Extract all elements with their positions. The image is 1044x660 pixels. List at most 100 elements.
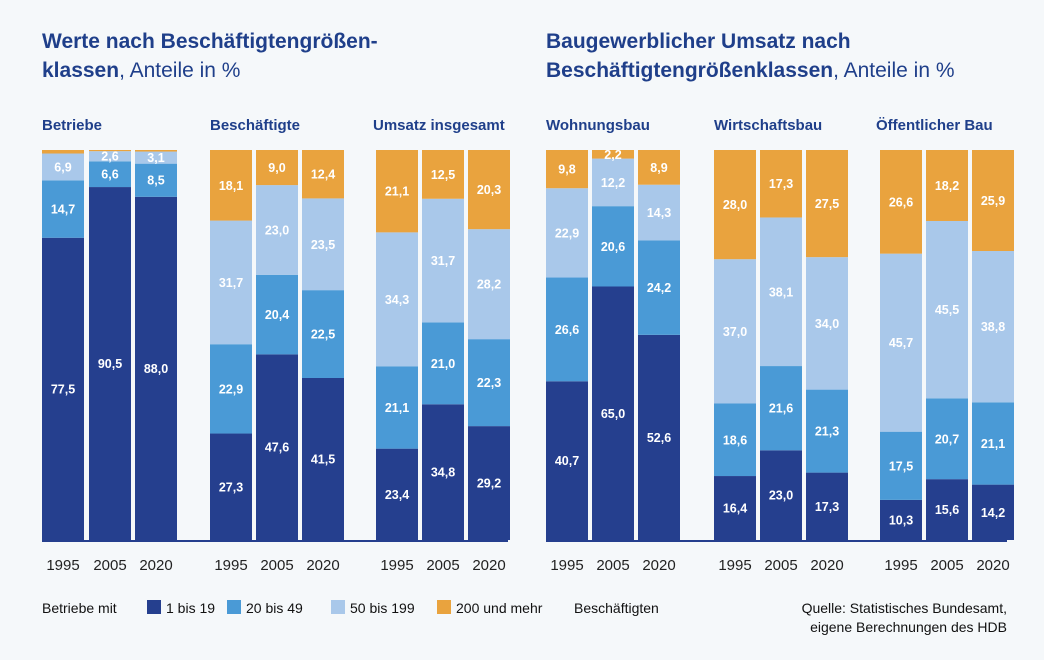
- bar-segment-label: 14,3: [647, 206, 671, 220]
- bar-segment-200-und-mehr: [376, 150, 418, 233]
- bar-segment-label: 28,2: [477, 278, 501, 292]
- bar-segment-50-bis-199: [256, 185, 298, 275]
- bar-segment-200-und-mehr: [546, 150, 588, 189]
- bar-segment-label: 9,0: [268, 161, 285, 175]
- year-label: 2020: [139, 557, 172, 574]
- bar-segment-label: 31,7: [219, 276, 243, 290]
- bar-segment-label: 10,3: [889, 513, 913, 527]
- bar-segment-1-bis-19: [880, 499, 922, 540]
- bar-segment-label: 38,8: [981, 320, 1005, 334]
- bar-segment-20-bis-49: [972, 402, 1014, 485]
- bar-segment-label: 37,0: [723, 325, 747, 339]
- bar-segment-200-und-mehr: [256, 150, 298, 186]
- bar-segment-label: 38,1: [769, 285, 793, 299]
- group-title-4: Wirtschaftsbau: [714, 117, 822, 134]
- panel-2-title-line-1: Baugewerblicher Umsatz nach: [546, 30, 851, 53]
- bar-segment-label: 16,4: [723, 502, 747, 516]
- legend-suffix: Beschäftigten: [574, 600, 659, 616]
- bar-segment-50-bis-199: [638, 184, 680, 241]
- year-label: 1995: [380, 557, 413, 574]
- panel-1-title-bold: klassen: [42, 59, 119, 82]
- bar-segment-200-und-mehr: [422, 150, 464, 199]
- group-title-3: Wohnungsbau: [546, 117, 650, 134]
- year-label: 1995: [214, 557, 247, 574]
- bar-segment-label: 22,3: [477, 376, 501, 390]
- bar-segment-label: 90,5: [98, 357, 122, 371]
- bar-segment-label: 8,9: [650, 161, 667, 175]
- bar-segment-label: 88,0: [144, 362, 168, 376]
- bar-segment-label: 25,9: [981, 194, 1005, 208]
- bar-segment-label: 17,3: [769, 177, 793, 191]
- source-line-2: eigene Berechnungen des HDB: [810, 619, 1007, 635]
- bar-segment-label: 14,7: [51, 203, 75, 217]
- bar-segment-label: 22,5: [311, 328, 335, 342]
- bar-segment-20-bis-49: [376, 366, 418, 449]
- bar-segment-label: 22,9: [555, 226, 579, 240]
- bar-segment-50-bis-199: [546, 188, 588, 278]
- panel-1-title-unit: , Anteile in %: [119, 59, 240, 82]
- bar-segment-1-bis-19: [760, 450, 802, 540]
- bar-segment-label: 23,0: [265, 223, 289, 237]
- bar-segment-label: 21,3: [815, 425, 839, 439]
- bar-segment-20-bis-49: [880, 431, 922, 500]
- bar-segment-20-bis-49: [546, 277, 588, 382]
- bar-segment-50-bis-199: [926, 220, 968, 399]
- bar-segment-1-bis-19: [972, 484, 1014, 540]
- bar-segment-20-bis-49: [42, 180, 84, 238]
- bar-segment-50-bis-199: [42, 153, 84, 181]
- bar-segment-label: 40,7: [555, 454, 579, 468]
- bar-segment-200-und-mehr: [468, 150, 510, 230]
- bar-segment-1-bis-19: [468, 426, 510, 540]
- year-label: 2005: [930, 557, 963, 574]
- legend-swatch-4: [437, 600, 451, 614]
- bar-segment-label: 29,2: [477, 477, 501, 491]
- bar-segment-200-und-mehr: [592, 150, 634, 159]
- bar-segment-200-und-mehr: [880, 150, 922, 254]
- bars-layer: Betriebe 77,5 14,7 6,9 1995 90,5 6,6 2,6 2005 88,…: [42, 117, 1014, 574]
- bar-segment-label: 45,5: [935, 303, 959, 317]
- bar-segment-label: 34,0: [815, 317, 839, 331]
- bar-segment-1-bis-19: [256, 354, 298, 540]
- bar-segment-1-bis-19: [89, 187, 131, 541]
- bar-segment-label: 47,6: [265, 441, 289, 455]
- bar-segment-label: 26,6: [555, 323, 579, 337]
- bar-segment-50-bis-199: [760, 217, 802, 367]
- panel-1-title-line-2: klassen, Anteile in %: [42, 59, 240, 82]
- bar-segment-200-und-mehr: [302, 150, 344, 199]
- bar-segment-label: 20,7: [935, 432, 959, 446]
- bar-segment-50-bis-199: [806, 257, 848, 390]
- bar-segment-label: 8,5: [147, 174, 164, 188]
- bar-segment-50-bis-199: [376, 232, 418, 367]
- bar-segment-label: 6,6: [101, 168, 118, 182]
- legend-swatch-3: [331, 600, 345, 614]
- bar-segment-label: 22,9: [219, 382, 243, 396]
- bar-segment-label: 27,5: [815, 197, 839, 211]
- year-label: 2020: [472, 557, 505, 574]
- panel-2-title-bold: Beschäftigtengrößenklassen: [546, 59, 833, 82]
- bar-segment-50-bis-199: [302, 198, 344, 291]
- bar-segment-label: 14,2: [981, 506, 1005, 520]
- bar-segment-50-bis-199: [135, 151, 177, 164]
- bar-segment-label: 21,0: [431, 357, 455, 371]
- group-title-1: Beschäftigte: [210, 117, 300, 134]
- bar-segment-label: 20,4: [265, 308, 289, 322]
- bar-segment-label: 24,2: [647, 281, 671, 295]
- bar-segment-label: 18,1: [219, 179, 243, 193]
- bar-segment-label: 77,5: [51, 382, 75, 396]
- bar-segment-1-bis-19: [135, 196, 177, 541]
- legend-label-4: 200 und mehr: [456, 600, 543, 616]
- bar-segment-200-und-mehr: [638, 150, 680, 185]
- bar-segment-50-bis-199: [422, 198, 464, 323]
- bar-segment-20-bis-49: [302, 290, 344, 378]
- bar-segment-20-bis-49: [714, 403, 756, 477]
- bar-segment-label: 2,6: [101, 150, 118, 164]
- bar-segment-label: 45,7: [889, 336, 913, 350]
- legend-swatch-1: [147, 600, 161, 614]
- panel-2-title-unit: , Anteile in %: [833, 59, 954, 82]
- bar-segment-200-und-mehr: [210, 150, 252, 221]
- bar-segment-label: 17,3: [815, 500, 839, 514]
- bar-segment-200-und-mehr: [714, 150, 756, 260]
- bar-segment-label: 12,2: [601, 176, 625, 190]
- bar-segment-200-und-mehr: [760, 150, 802, 218]
- bar-segment-200-und-mehr: [89, 150, 131, 152]
